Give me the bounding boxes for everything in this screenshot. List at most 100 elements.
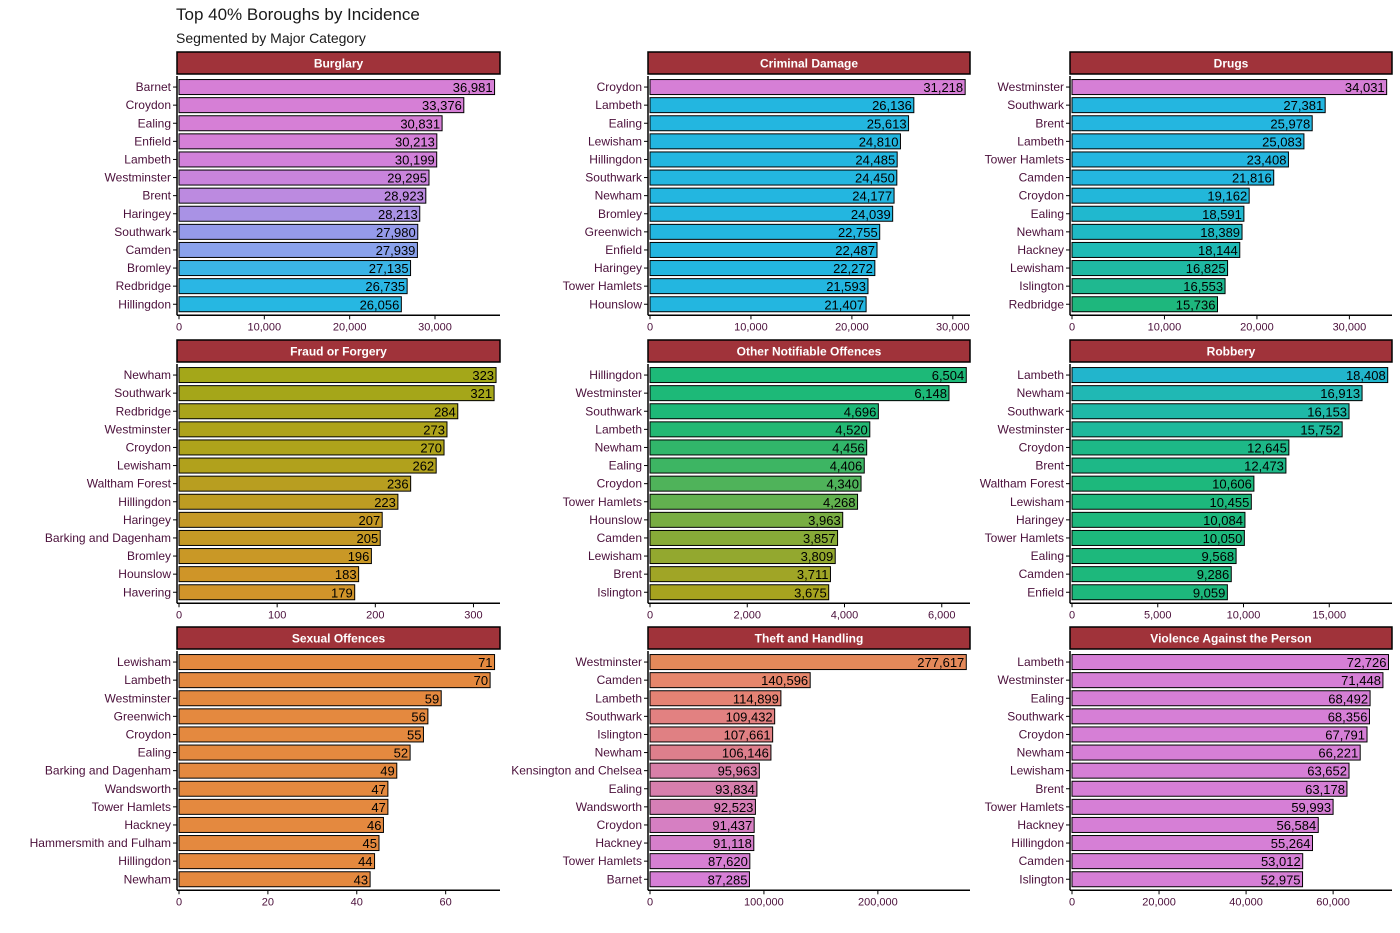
bar: [1071, 708, 1370, 725]
data-label: 236: [387, 477, 409, 492]
category-label: Bromley: [598, 207, 642, 221]
x-tick-label: 200,000: [858, 896, 898, 908]
data-label: 24,177: [852, 189, 892, 204]
category-label: Newham: [1017, 386, 1064, 400]
bar: [649, 493, 859, 510]
x-tick-label: 20: [262, 896, 274, 908]
bar: [1071, 79, 1388, 96]
data-label: 323: [472, 368, 494, 383]
data-label: 53,012: [1261, 854, 1301, 869]
category-label: Bromley: [127, 261, 171, 275]
category-label: Redbridge: [1009, 297, 1065, 311]
bar: [1071, 296, 1219, 313]
bar: [178, 511, 383, 528]
bar: [649, 403, 879, 420]
category-label: Hillingdon: [118, 495, 171, 509]
x-tick-label: 200: [366, 609, 384, 621]
data-label: 70: [474, 673, 488, 688]
data-label: 10,050: [1203, 531, 1243, 546]
data-label: 270: [420, 440, 442, 455]
data-label: 24,039: [851, 207, 891, 222]
category-label: Lambeth: [124, 673, 171, 687]
bar: [649, 169, 898, 186]
data-label: 223: [374, 495, 396, 510]
category-label: Lewisham: [588, 549, 642, 563]
x-tick-label: 0: [1069, 896, 1075, 908]
category-label: Tower Hamlets: [563, 279, 642, 293]
bar: [178, 296, 402, 313]
bar: [178, 566, 360, 583]
bar: [178, 421, 448, 438]
data-label: 30,199: [395, 152, 435, 167]
data-label: 59: [425, 691, 439, 706]
bar: [649, 548, 836, 565]
data-label: 29,295: [387, 171, 427, 186]
bar: [649, 79, 966, 96]
data-label: 4,268: [823, 495, 856, 510]
bar: [178, 260, 412, 277]
data-label: 10,084: [1203, 513, 1243, 528]
bar: [178, 403, 459, 420]
x-tick-label: 60: [440, 896, 452, 908]
data-label: 91,437: [712, 818, 752, 833]
panel-strip: [176, 339, 501, 363]
data-label: 9,568: [1202, 549, 1235, 564]
category-label: Barking and Dagenham: [45, 764, 171, 778]
panel-title: Fraud or Forgery: [290, 345, 387, 359]
data-label: 33,376: [422, 98, 462, 113]
bar: [1071, 223, 1243, 240]
data-label: 24,485: [855, 152, 895, 167]
data-label: 26,056: [360, 297, 400, 312]
bar: [649, 296, 867, 313]
data-label: 4,696: [844, 404, 877, 419]
category-label: Ealing: [1031, 207, 1064, 221]
bar: [1071, 584, 1228, 601]
data-label: 3,675: [794, 585, 827, 600]
bar: [178, 278, 408, 295]
category-label: Croydon: [1019, 189, 1064, 203]
bar: [649, 672, 811, 689]
bar: [649, 205, 894, 222]
category-label: Croydon: [597, 80, 642, 94]
bar: [1071, 97, 1326, 114]
x-tick-label: 20,000: [1142, 896, 1176, 908]
data-label: 183: [335, 567, 357, 582]
bar: [1071, 529, 1245, 546]
data-label: 92,523: [714, 800, 754, 815]
data-label: 66,221: [1318, 746, 1358, 761]
data-label: 4,520: [835, 422, 868, 437]
category-label: Lewisham: [1010, 495, 1064, 509]
chart-subtitle: Segmented by Major Category: [176, 30, 366, 46]
panel-3: Fraud or Forgery Newham 323 Southwark 321 Red…: [45, 339, 501, 621]
panel-6: Sexual Offences Lewisham 71 Lambeth 70 Westmi…: [30, 626, 501, 908]
data-label: 6,148: [914, 386, 947, 401]
category-label: Ealing: [609, 782, 642, 796]
bar: [178, 853, 376, 870]
data-label: 25,613: [867, 116, 907, 131]
bar: [1071, 853, 1304, 870]
bar: [1071, 115, 1313, 132]
data-label: 12,645: [1247, 440, 1287, 455]
x-tick-label: 300: [464, 609, 482, 621]
data-label: 19,162: [1207, 189, 1247, 204]
category-label: Lewisham: [1010, 261, 1064, 275]
bar: [178, 457, 437, 474]
panel-title: Burglary: [314, 57, 364, 71]
data-label: 87,285: [708, 872, 748, 887]
panel-7: Theft and Handling Westminster 277,617 Camd…: [511, 626, 971, 908]
category-label: Bromley: [127, 549, 171, 563]
data-label: 284: [434, 404, 456, 419]
data-label: 63,178: [1305, 782, 1345, 797]
bar: [1071, 672, 1384, 689]
category-label: Newham: [124, 368, 171, 382]
category-label: Croydon: [597, 818, 642, 832]
category-label: Newham: [1017, 746, 1064, 760]
data-label: 273: [423, 422, 445, 437]
bar: [1071, 403, 1350, 420]
bar: [649, 816, 755, 833]
bar: [649, 475, 862, 492]
x-tick-label: 4,000: [831, 609, 859, 621]
category-label: Westminster: [998, 80, 1064, 94]
bar: [1071, 278, 1226, 295]
